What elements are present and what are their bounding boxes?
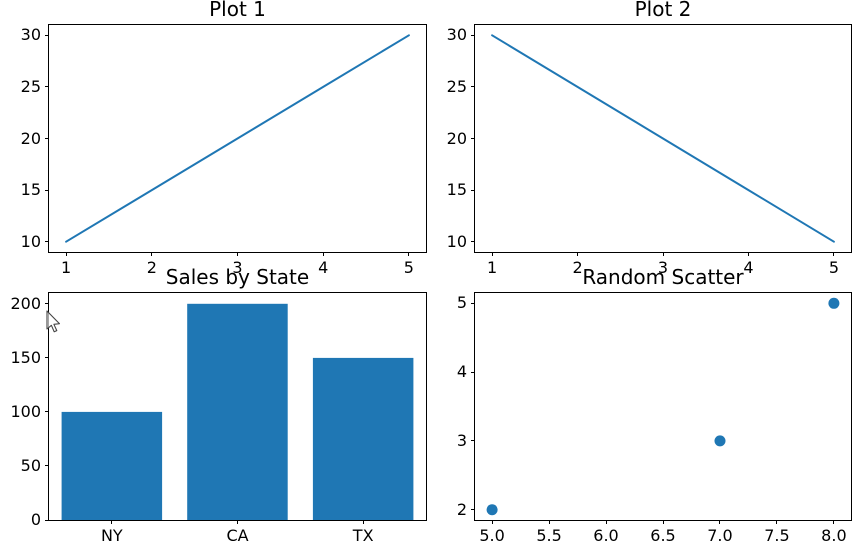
scatter-point <box>714 435 726 447</box>
x-tick-label: 6.5 <box>650 526 676 545</box>
y-tick-mark <box>45 411 49 413</box>
y-tick-label: 15 <box>446 180 467 200</box>
y-tick-label: 20 <box>446 128 467 148</box>
y-tick-mark <box>45 465 49 467</box>
y-tick-mark <box>45 519 49 521</box>
x-tick-label: 3 <box>657 258 669 277</box>
y-tick-mark <box>45 189 49 191</box>
y-tick-mark <box>471 86 475 88</box>
x-tick-label: 2 <box>572 258 583 277</box>
x-tick-mark <box>322 252 324 256</box>
y-tick-mark <box>45 138 49 139</box>
y-tick-mark <box>471 440 475 442</box>
x-tick-label: 4 <box>743 258 754 277</box>
y-tick-mark <box>471 241 475 243</box>
y-tick-mark <box>471 138 475 139</box>
subplot-plot2-title: Plot 2 <box>634 0 692 21</box>
bar-NY <box>61 411 163 520</box>
subplot-scatter-title: Random Scatter <box>582 265 744 289</box>
y-tick-label: 15 <box>20 180 41 200</box>
x-tick-mark <box>237 252 238 256</box>
line-series <box>491 34 835 243</box>
x-tick-label: 5.0 <box>479 526 505 545</box>
x-tick-mark <box>833 520 835 524</box>
y-tick-mark <box>45 303 49 305</box>
bar-TX <box>312 357 414 520</box>
subplot-plot1-title: Plot 1 <box>209 0 266 21</box>
sales-bar-chart <box>61 303 414 520</box>
x-tick-mark <box>237 520 238 524</box>
bar-CA <box>187 303 288 520</box>
x-tick-label: NY <box>100 526 123 545</box>
y-tick-mark <box>45 357 49 359</box>
x-tick-label: 2 <box>146 258 157 277</box>
y-tick-label: 4 <box>456 362 467 382</box>
y-tick-mark <box>471 34 475 36</box>
x-tick-mark <box>577 252 579 256</box>
x-tick-label: 5 <box>403 258 414 277</box>
y-tick-label: 25 <box>446 77 467 97</box>
x-tick-label: TX <box>352 526 374 545</box>
x-tick-label: 7.5 <box>764 526 790 545</box>
y-tick-label: 10 <box>446 231 467 251</box>
y-tick-label: 30 <box>446 25 467 45</box>
y-tick-mark <box>471 371 475 373</box>
y-tick-label: 25 <box>20 77 41 97</box>
x-tick-mark <box>548 520 550 524</box>
y-tick-mark <box>45 34 49 36</box>
y-tick-label: 20 <box>20 128 41 148</box>
y-tick-label: 0 <box>30 510 41 530</box>
x-tick-mark <box>605 520 607 524</box>
line-series <box>65 34 410 243</box>
x-tick-mark <box>491 520 493 524</box>
x-tick-mark <box>408 252 410 256</box>
x-tick-mark <box>662 520 664 524</box>
y-tick-label: 100 <box>10 402 41 422</box>
x-tick-mark <box>362 520 364 524</box>
x-tick-mark <box>65 252 67 256</box>
x-tick-mark <box>491 252 493 256</box>
x-tick-label: 3 <box>232 258 243 277</box>
y-tick-mark <box>471 509 475 511</box>
subplot-sales-title: Sales by State <box>165 265 310 289</box>
x-tick-mark <box>833 252 835 256</box>
y-tick-label: 150 <box>10 348 41 368</box>
subplot-sales-by-state: Sales by State NY CA TX 0 50 100 150 200 <box>10 266 427 544</box>
subplot-plot2: Plot 2 1 2 3 4 5 10 15 20 25 30 <box>447 0 852 276</box>
x-tick-label: 5.5 <box>536 526 562 545</box>
plot1-line-chart <box>65 34 410 243</box>
y-tick-mark <box>471 302 475 304</box>
x-tick-mark <box>111 520 113 524</box>
plot2-line-chart <box>491 34 835 243</box>
y-tick-label: 10 <box>20 231 41 251</box>
x-tick-label: 6.0 <box>593 526 619 545</box>
scatter-point <box>828 297 840 309</box>
x-tick-mark <box>151 252 153 256</box>
scatter-point <box>486 504 498 516</box>
x-tick-label: 8.0 <box>821 526 847 545</box>
x-tick-label: 7.0 <box>707 526 733 545</box>
x-tick-mark <box>776 520 778 524</box>
x-tick-label: 4 <box>318 258 329 277</box>
x-tick-label: 1 <box>61 258 72 277</box>
y-tick-mark <box>45 241 49 243</box>
x-tick-mark <box>662 252 664 256</box>
x-tick-mark <box>747 252 749 256</box>
x-tick-label: CA <box>226 526 249 545</box>
y-tick-label: 5 <box>456 293 467 313</box>
y-tick-label: 50 <box>20 456 41 476</box>
x-tick-label: 5 <box>828 258 839 277</box>
subplot-random-scatter: Random Scatter 5.0 5.5 6.0 6.5 7.0 7.5 8.0 2 3 4 5 <box>457 266 852 544</box>
random-scatter-chart <box>486 297 840 516</box>
y-tick-mark <box>45 86 49 88</box>
x-tick-mark <box>719 520 721 524</box>
y-tick-label: 3 <box>456 431 467 451</box>
y-tick-label: 2 <box>456 499 467 519</box>
y-tick-mark <box>471 189 475 191</box>
x-tick-label: 1 <box>486 258 498 277</box>
subplot-plot1: Plot 1 1 2 3 4 5 10 15 20 25 30 <box>21 0 427 276</box>
y-tick-label: 30 <box>20 25 41 45</box>
y-tick-label: 200 <box>10 294 41 313</box>
